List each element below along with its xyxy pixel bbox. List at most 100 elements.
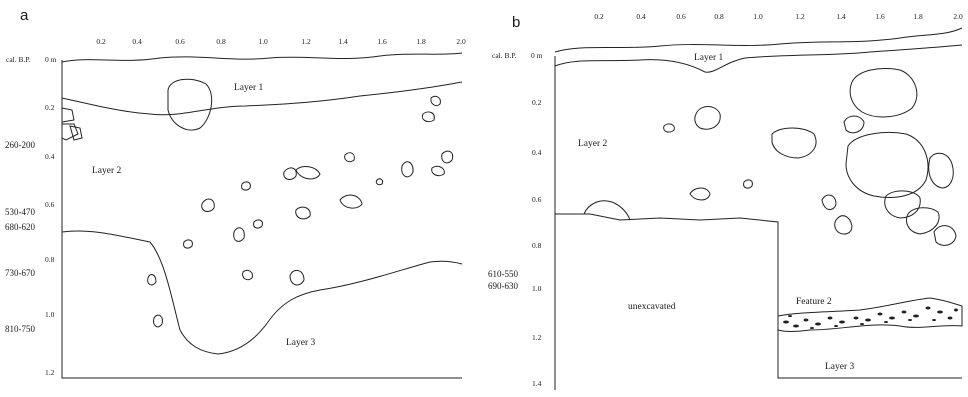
stone bbox=[583, 200, 631, 221]
stone bbox=[61, 123, 79, 141]
panel-b: b 0.2 0.4 0.6 0.8 1.0 1.2 1.4 1.6 1.8 2.… bbox=[488, 12, 963, 390]
stone bbox=[401, 161, 414, 178]
panel-b-layer2-label: Layer 2 bbox=[578, 139, 608, 149]
panel-a-layer2-boundary bbox=[61, 230, 463, 355]
panel-b-excavation-outline bbox=[555, 213, 962, 379]
stone bbox=[295, 206, 311, 220]
panel-b-depth-tick: 1.0 bbox=[532, 284, 542, 293]
panel-a-layer2-label: Layer 2 bbox=[92, 166, 122, 176]
panel-b-feature2-label: Feature 2 bbox=[796, 297, 832, 307]
panel-a-xtick: 0.6 bbox=[175, 37, 185, 46]
panel-b-xtick: 0.6 bbox=[676, 12, 686, 21]
stone bbox=[289, 270, 305, 286]
panel-a-xtick: 1.4 bbox=[338, 37, 348, 46]
stone bbox=[201, 198, 215, 212]
stone bbox=[339, 194, 363, 209]
panel-b-stones bbox=[663, 68, 957, 246]
stone bbox=[253, 219, 263, 229]
panel-a-date: 810-750 bbox=[5, 324, 35, 334]
stone bbox=[771, 127, 817, 159]
stone bbox=[849, 68, 918, 118]
panel-a-date: 530-470 bbox=[5, 207, 35, 217]
panel-b-xtick: 1.4 bbox=[836, 12, 846, 21]
panel-b-letter: b bbox=[512, 14, 520, 31]
stone bbox=[845, 132, 929, 198]
panel-b-depth-tick: 1.2 bbox=[532, 333, 542, 342]
stone bbox=[689, 187, 711, 201]
panel-b-depth-tick: 0.4 bbox=[532, 148, 542, 157]
stone bbox=[375, 178, 383, 186]
stone bbox=[928, 152, 954, 189]
stone bbox=[441, 150, 454, 164]
panel-a: a 0.2 0.4 0.6 0.8 1.0 1.2 1.4 1.6 1.8 2.… bbox=[5, 7, 466, 379]
panel-a-depth-tick: 1.2 bbox=[45, 368, 55, 377]
stone bbox=[421, 111, 435, 123]
panel-b-xtick: 0.8 bbox=[714, 12, 724, 21]
panel-a-surface-line bbox=[61, 52, 463, 63]
panel-a-xtick: 0.8 bbox=[216, 37, 226, 46]
stone bbox=[884, 190, 921, 219]
panel-a-date: 260-200 bbox=[5, 140, 35, 150]
panel-a-frame bbox=[61, 60, 462, 379]
stone bbox=[147, 274, 157, 286]
panel-a-zero-label: 0 m bbox=[45, 55, 57, 64]
panel-a-depth-tick: 1.0 bbox=[45, 310, 55, 319]
stone bbox=[344, 152, 355, 163]
panel-a-layer1-label: Layer 1 bbox=[234, 83, 264, 93]
panel-b-cal-bp-label: cal. B.P. bbox=[492, 51, 517, 60]
stone bbox=[694, 106, 721, 130]
panel-b-date: 610-550 bbox=[488, 269, 518, 279]
stone bbox=[295, 166, 321, 180]
stone bbox=[153, 314, 163, 328]
panel-b-depth-tick: 0.8 bbox=[532, 241, 542, 250]
stone bbox=[61, 107, 75, 123]
panel-a-depth-tick: 0.4 bbox=[45, 152, 55, 161]
panel-a-depth-tick: 0.8 bbox=[45, 255, 55, 264]
panel-a-xtick: 1.6 bbox=[377, 37, 387, 46]
panel-b-xtick: 1.6 bbox=[875, 12, 885, 21]
panel-b-xtick: 1.2 bbox=[795, 12, 805, 21]
panel-a-xtick: 1.0 bbox=[258, 37, 268, 46]
panel-a-layer3-label: Layer 3 bbox=[286, 338, 316, 348]
panel-a-xtick: 1.2 bbox=[301, 37, 311, 46]
panel-b-xtick: 1.0 bbox=[753, 12, 763, 21]
stone bbox=[430, 95, 441, 107]
stone bbox=[283, 167, 297, 180]
stone bbox=[167, 78, 213, 131]
panel-a-layer1-boundary bbox=[61, 81, 463, 116]
stone bbox=[933, 225, 957, 246]
stone bbox=[843, 115, 865, 134]
panel-b-xtick: 0.4 bbox=[636, 12, 646, 21]
stone bbox=[834, 215, 853, 235]
stone bbox=[663, 123, 675, 133]
panel-a-xtick: 0.2 bbox=[96, 37, 106, 46]
stone bbox=[241, 181, 251, 191]
panel-a-depth-tick: 0.2 bbox=[45, 103, 55, 112]
panel-b-depth-tick: 0.2 bbox=[532, 98, 542, 107]
stone bbox=[242, 269, 253, 281]
panel-b-surface-line bbox=[554, 27, 963, 53]
panel-b-feature2-pebbles bbox=[783, 306, 958, 329]
panel-b-layer1-boundary bbox=[554, 44, 963, 73]
stone bbox=[431, 165, 445, 177]
panel-b-unexcavated-label: unexcavated bbox=[628, 302, 676, 312]
panel-b-layer3-label: Layer 3 bbox=[825, 362, 855, 372]
panel-a-cal-bp-label: cal. B.P. bbox=[6, 55, 31, 64]
panel-a-depth-tick: 0.6 bbox=[45, 200, 55, 209]
panel-b-depth-tick: 0.6 bbox=[532, 195, 542, 204]
stone bbox=[906, 207, 940, 235]
panel-b-date: 690-630 bbox=[488, 281, 518, 291]
panel-a-date: 680-620 bbox=[5, 222, 35, 232]
panel-b-xtick: 2.0 bbox=[953, 12, 963, 21]
panel-b-feature2-lens bbox=[777, 297, 963, 332]
panel-b-depth-tick: 1.4 bbox=[532, 379, 542, 388]
panel-b-layer1-label: Layer 1 bbox=[694, 53, 724, 63]
panel-a-xtick: 0.4 bbox=[132, 37, 142, 46]
stone bbox=[821, 194, 837, 210]
stone bbox=[69, 125, 83, 141]
stone bbox=[743, 179, 753, 189]
panel-a-stones bbox=[61, 78, 454, 328]
panel-a-xtick: 1.8 bbox=[416, 37, 426, 46]
